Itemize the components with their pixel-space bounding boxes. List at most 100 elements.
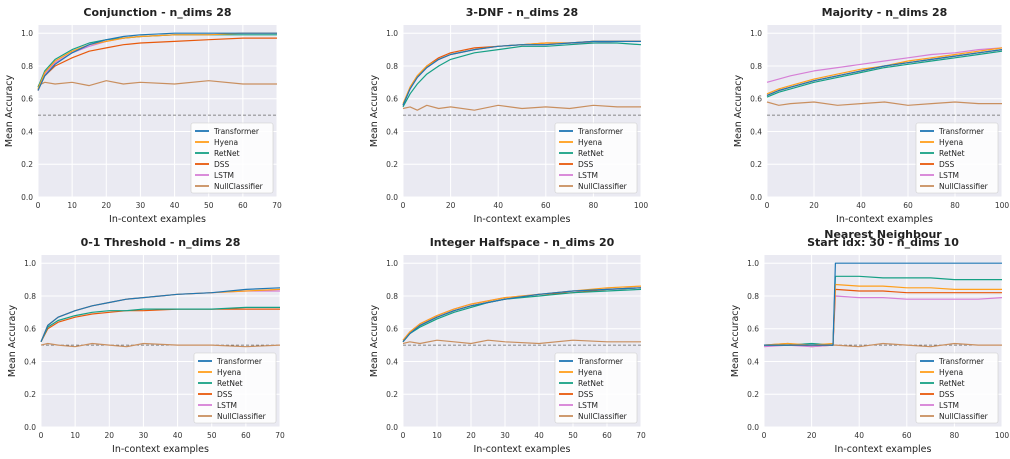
chart-title: Integer Halfspace - n_dims 20 — [430, 236, 615, 249]
x-tick-label: 60 — [541, 201, 551, 210]
x-tick-label: 70 — [636, 431, 646, 440]
series-line-nullclassifier — [766, 101, 1002, 106]
y-tick-label: 0.0 — [747, 423, 759, 432]
y-tick-label: 0.6 — [747, 325, 759, 334]
y-tick-label: 0.2 — [21, 160, 33, 169]
y-tick-label: 0.2 — [750, 160, 762, 169]
y-tick-label: 0.2 — [386, 390, 398, 399]
legend-label-lstm: LSTM — [214, 171, 234, 180]
x-tick-label: 100 — [995, 201, 1010, 210]
series-line-transformer — [402, 40, 641, 106]
series-line-dss — [37, 37, 277, 91]
legend-label-dss: DSS — [214, 160, 230, 169]
x-tick-label: 0 — [765, 201, 770, 210]
x-tick-label: 0 — [39, 431, 44, 440]
series-line-nullclassifier — [37, 80, 277, 87]
chart-title-above: Nearest Neighbour — [824, 228, 942, 241]
x-tick-label: 40 — [854, 431, 864, 440]
legend-label-transformer: Transformer — [938, 127, 985, 136]
y-tick-label: 0.4 — [386, 357, 398, 366]
legend-label-transformer: Transformer — [577, 357, 624, 366]
chart-panel-3: 0.0 0.2 0.4 0.6 0.8 1.0 0 20 40 60 80 100 Majority -… — [733, 6, 1009, 225]
y-tick-label: 0.2 — [386, 160, 398, 169]
chart-title: Conjunction - n_dims 28 — [83, 6, 231, 19]
chart-title: Start idx: 30 - n_dims 10 — [807, 236, 959, 249]
y-tick-label: 0.8 — [750, 62, 762, 71]
legend-label-transformer: Transformer — [216, 357, 263, 366]
x-tick-label: 80 — [950, 201, 960, 210]
y-tick-label: 1.0 — [21, 29, 33, 38]
y-tick-label: 0.6 — [386, 95, 398, 104]
x-tick-label: 0 — [762, 431, 767, 440]
y-axis-label: Mean Accuracy — [730, 304, 741, 377]
x-tick-label: 20 — [807, 431, 817, 440]
x-tick-label: 30 — [500, 431, 510, 440]
chart-panel-1: 0.0 0.2 0.4 0.6 0.8 1.0 0 10 20 30 40 50 60 70 Conjunc… — [4, 6, 282, 225]
series-line-nullclassifier — [402, 104, 641, 111]
legend-label-dss: DSS — [217, 390, 233, 399]
series-line-retnet — [40, 306, 280, 343]
y-tick-label: 0.8 — [386, 292, 398, 301]
y-tick-label: 0.0 — [386, 423, 398, 432]
y-tick-label: 0.4 — [24, 357, 36, 366]
legend-label-hyena: Hyena — [939, 138, 963, 147]
y-axis-label: Mean Accuracy — [733, 74, 744, 147]
chart-title: 3-DNF - n_dims 28 — [466, 6, 578, 19]
y-tick-label: 1.0 — [750, 29, 762, 38]
series-line-hyena — [766, 47, 1003, 95]
x-tick-label: 40 — [170, 201, 180, 210]
x-tick-label: 100 — [995, 431, 1010, 440]
series-line-retnet — [764, 275, 1002, 346]
legend-label-lstm: LSTM — [217, 401, 237, 410]
y-tick-label: 0.8 — [21, 62, 33, 71]
y-tick-label: 0.4 — [386, 127, 398, 136]
legend-label-lstm: LSTM — [578, 401, 598, 410]
x-tick-label: 60 — [602, 431, 612, 440]
y-tick-label: 0.8 — [24, 292, 36, 301]
series-line-retnet — [402, 288, 642, 343]
legend-label-retnet: RetNet — [939, 379, 965, 388]
x-tick-label: 30 — [136, 201, 146, 210]
y-tick-label: 0.0 — [750, 193, 762, 202]
y-tick-label: 0.0 — [386, 193, 398, 202]
legend-box — [554, 352, 638, 424]
legend-box — [190, 122, 274, 194]
x-tick-label: 30 — [139, 431, 149, 440]
x-tick-label: 50 — [204, 201, 214, 210]
x-tick-label: 10 — [70, 431, 80, 440]
legend-label-retnet: RetNet — [939, 149, 965, 158]
legend-label-retnet: RetNet — [214, 149, 240, 158]
x-tick-label: 50 — [207, 431, 217, 440]
legend-label-lstm: LSTM — [939, 171, 959, 180]
legend-label-retnet: RetNet — [578, 379, 604, 388]
x-tick-label: 20 — [446, 201, 456, 210]
legend-label-nullclassifier: NullClassifier — [578, 412, 628, 421]
x-tick-label: 0 — [36, 201, 41, 210]
legend-box — [554, 122, 638, 194]
series-line-hyena — [37, 32, 277, 90]
x-tick-label: 10 — [432, 431, 442, 440]
x-tick-label: 60 — [902, 431, 912, 440]
y-tick-label: 1.0 — [24, 259, 36, 268]
y-axis-label: Mean Accuracy — [4, 74, 15, 147]
x-tick-label: 40 — [173, 431, 183, 440]
y-tick-label: 0.8 — [386, 62, 398, 71]
legend-label-nullclassifier: NullClassifier — [939, 182, 989, 191]
y-axis-label: Mean Accuracy — [369, 74, 380, 147]
series-line-transformer — [764, 262, 1002, 346]
legend-box — [193, 352, 277, 424]
legend-label-retnet: RetNet — [217, 379, 243, 388]
legend-label-hyena: Hyena — [939, 368, 963, 377]
y-tick-label: 1.0 — [386, 259, 398, 268]
x-tick-label: 40 — [534, 431, 544, 440]
legend-label-dss: DSS — [578, 390, 594, 399]
x-tick-label: 100 — [634, 201, 649, 210]
y-tick-label: 0.0 — [21, 193, 33, 202]
series-line-lstm — [766, 47, 1003, 83]
legend-label-nullclassifier: NullClassifier — [217, 412, 267, 421]
x-tick-label: 20 — [466, 431, 476, 440]
series-line-retnet — [766, 50, 1003, 98]
series-line-lstm — [763, 295, 1003, 348]
chart-panel-4: 0.0 0.2 0.4 0.6 0.8 1.0 0 10 20 30 40 50 60 70 0-1 Thr… — [7, 236, 285, 455]
